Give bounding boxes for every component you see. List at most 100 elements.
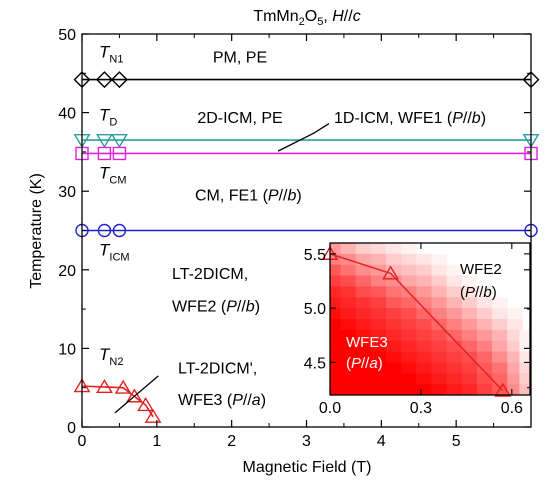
x-axis-label: Magnetic Field (T) <box>243 459 372 476</box>
x-tick-label: 4 <box>377 433 386 450</box>
heatmap-cell <box>386 297 402 309</box>
heatmap-cell <box>431 297 448 309</box>
heatmap-cell <box>370 319 387 331</box>
heatmap-cell <box>340 275 357 287</box>
inset-data-point-1 <box>382 265 400 280</box>
heatmap-cell <box>431 253 448 266</box>
heatmap-cell <box>461 384 478 396</box>
heatmap-cell <box>492 319 508 331</box>
heatmap-cell <box>507 373 523 385</box>
heatmap-cell <box>355 340 372 352</box>
phase-label-1d-icm-wfe1: 1D-ICM, WFE1 (P//b) <box>334 110 486 127</box>
data-point-tn1-1 <box>95 71 113 89</box>
heatmap-cell <box>355 286 372 298</box>
heatmap-cell <box>446 362 463 374</box>
heatmap-cell <box>431 329 448 342</box>
heatmap-cell <box>401 243 417 255</box>
heatmap-cell <box>386 286 402 298</box>
data-point-ticm-1 <box>97 223 112 238</box>
heatmap-cell <box>519 340 531 352</box>
heatmap-cell <box>446 297 463 309</box>
transition-label-tn1: TN1 <box>99 43 123 66</box>
heatmap-cell <box>416 264 432 276</box>
heatmap-cell <box>386 384 402 396</box>
transition-label-tn2: TN2 <box>99 345 123 368</box>
heatmap-cell <box>370 243 387 255</box>
heatmap-cell <box>507 384 523 396</box>
heatmap-cell <box>476 373 493 385</box>
heatmap-cell <box>431 362 448 374</box>
data-point-tn2-4 <box>137 397 155 412</box>
heatmap-cell <box>340 319 357 331</box>
heatmap-cell <box>401 373 417 385</box>
heatmap-cell <box>416 319 432 331</box>
heatmap-cell <box>401 253 417 266</box>
inset-label-wfe2: WFE2 <box>460 261 502 278</box>
heatmap-cell <box>461 362 478 374</box>
heatmap-cell <box>461 329 478 342</box>
heatmap-cell <box>446 384 463 396</box>
data-point-tn2-5 <box>144 408 162 423</box>
data-point-td-2 <box>110 134 128 149</box>
y-tick-label: 10 <box>58 341 76 358</box>
phase-label-wfe3: WFE3 (P//a) <box>178 392 266 409</box>
heatmap-cell <box>386 373 402 385</box>
heatmap-cell <box>446 373 463 385</box>
heatmap-cell <box>431 308 448 320</box>
heatmap-cell <box>401 319 417 331</box>
heatmap-cell <box>416 286 432 298</box>
heatmap-cell <box>401 308 417 320</box>
y-tick-label: 50 <box>58 27 76 44</box>
heatmap-cell <box>461 373 478 385</box>
heatmap-cell <box>355 319 372 331</box>
heatmap-cell <box>355 308 372 320</box>
heatmap-cell <box>355 253 372 266</box>
heatmap-cell <box>461 286 478 298</box>
inset-label-wfe2-polarization: (P//b) <box>460 284 497 301</box>
phase-label-2d-icm-pe: 2D-ICM, PE <box>197 110 282 127</box>
heatmap-cell <box>519 362 531 374</box>
heatmap-cell <box>330 319 342 331</box>
heatmap-cell <box>355 373 372 385</box>
heatmap-cell <box>355 275 372 287</box>
heatmap-cell <box>370 340 387 352</box>
heatmap-cell <box>492 329 508 342</box>
heatmap-cell <box>330 275 342 287</box>
heatmap-cell <box>330 264 342 276</box>
data-point-tn2-3 <box>125 388 143 403</box>
heatmap-cell <box>401 297 417 309</box>
heatmap-cell <box>330 308 342 320</box>
heatmap-cell <box>507 351 523 363</box>
heatmap-cell <box>340 384 357 396</box>
heatmap-cell <box>340 264 357 276</box>
heatmap-cell <box>330 373 342 385</box>
heatmap-cell <box>416 373 432 385</box>
heatmap-cell <box>355 384 372 396</box>
heatmap-cell <box>386 308 402 320</box>
heatmap-cell <box>340 243 357 255</box>
heatmap-cell <box>340 340 357 352</box>
phase-label-lt-2dicm-prime: LT-2DICM', <box>178 361 257 378</box>
heatmap-cell <box>476 340 493 352</box>
heatmap-cell <box>431 286 448 298</box>
heatmap-cell <box>401 275 417 287</box>
heatmap-cell <box>446 286 463 298</box>
heatmap-cell <box>431 351 448 363</box>
heatmap-cell <box>386 319 402 331</box>
heatmap-cell <box>476 286 493 298</box>
y-tick-label: 40 <box>58 106 76 123</box>
heatmap-cell <box>370 308 387 320</box>
heatmap-cell <box>355 329 372 342</box>
heatmap-cell <box>507 319 523 331</box>
heatmap-cell <box>446 351 463 363</box>
heatmap-cell <box>386 253 402 266</box>
heatmap-cell <box>340 373 357 385</box>
data-point-tn1-2 <box>110 71 128 89</box>
heatmap-cell <box>401 351 417 363</box>
heatmap-cell <box>476 308 493 320</box>
heatmap-cell <box>370 329 387 342</box>
heatmap-cell <box>492 308 508 320</box>
heatmap-cell <box>507 308 523 320</box>
heatmap-cell <box>416 275 432 287</box>
data-point-tn2-2 <box>114 379 132 394</box>
